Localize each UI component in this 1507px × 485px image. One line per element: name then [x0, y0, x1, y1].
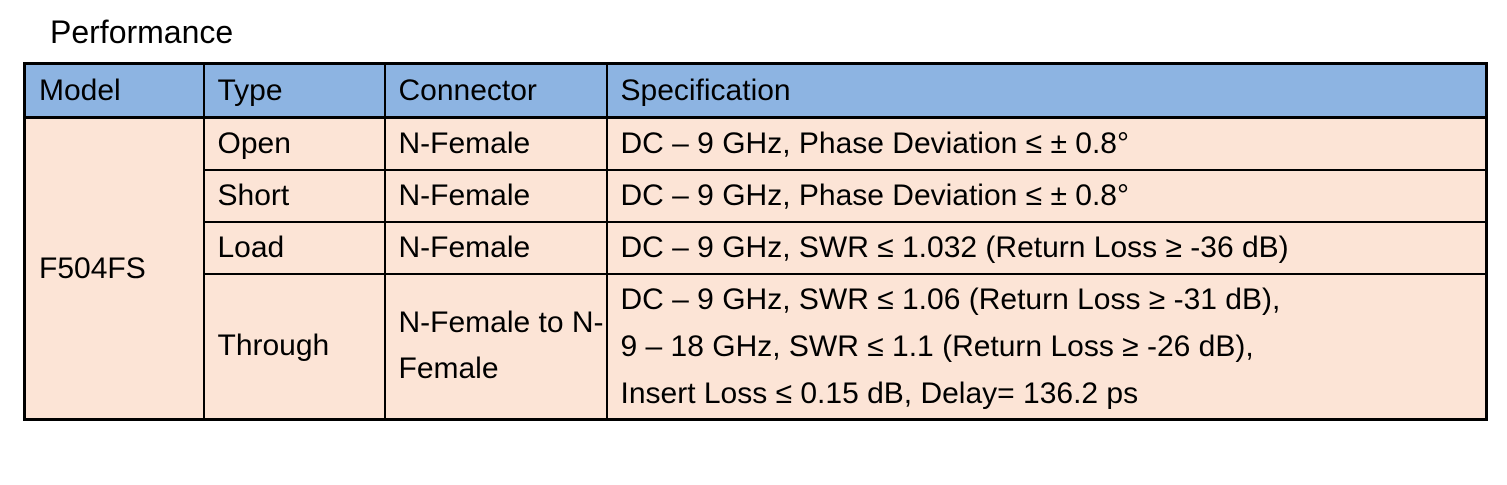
type-cell: Short — [202, 168, 386, 223]
specification-cell: DC – 9 GHz, Phase Deviation ≤ ± 0.8° — [605, 116, 1488, 171]
type-cell: Open — [202, 116, 386, 171]
type-cell: Load — [202, 220, 386, 275]
table-row: Load N-Female DC – 9 GHz, SWR ≤ 1.032 (R… — [25, 220, 1488, 275]
connector-cell: N-Female — [383, 116, 608, 171]
page-title: Performance — [50, 14, 234, 50]
connector-cell: N-Female to N-Female — [383, 272, 608, 421]
header-connector: Connector — [383, 62, 608, 119]
connector-cell: N-Female — [383, 168, 608, 223]
spec-line: DC – 9 GHz, SWR ≤ 1.06 (Return Loss ≥ -3… — [620, 282, 1281, 316]
header-model: Model — [23, 62, 205, 119]
spec-line: DC – 9 GHz, Phase Deviation ≤ ± 0.8° — [620, 127, 1129, 161]
connector-cell: N-Female — [383, 220, 608, 275]
table-row: Through N-Female to N-Female DC – 9 GHz,… — [25, 272, 1488, 421]
specification-cell: DC – 9 GHz, SWR ≤ 1.032 (Return Loss ≥ -… — [605, 220, 1488, 275]
table-header-row: Model Type Connector Specification — [23, 62, 1488, 119]
spec-line: 9 – 18 GHz, SWR ≤ 1.1 (Return Loss ≥ -26… — [620, 329, 1254, 363]
spec-line: DC – 9 GHz, SWR ≤ 1.032 (Return Loss ≥ -… — [620, 231, 1289, 264]
header-specification: Specification — [605, 62, 1488, 119]
table-row: Short N-Female DC – 9 GHz, Phase Deviati… — [25, 168, 1488, 223]
spec-line: DC – 9 GHz, Phase Deviation ≤ ± 0.8° — [620, 179, 1129, 212]
performance-table: Model Type Connector Specification F504F… — [23, 62, 1488, 421]
model-cell: F504FS — [23, 116, 205, 421]
specification-cell: DC – 9 GHz, SWR ≤ 1.06 (Return Loss ≥ -3… — [605, 272, 1488, 421]
type-cell: Through — [202, 272, 386, 421]
header-type: Type — [202, 62, 386, 119]
table-row: F504FS Open N-Female DC – 9 GHz, Phase D… — [23, 116, 1488, 421]
spec-line: Insert Loss ≤ 0.15 dB, Delay= 136.2 ps — [620, 376, 1139, 410]
specification-cell: DC – 9 GHz, Phase Deviation ≤ ± 0.8° — [605, 168, 1488, 223]
